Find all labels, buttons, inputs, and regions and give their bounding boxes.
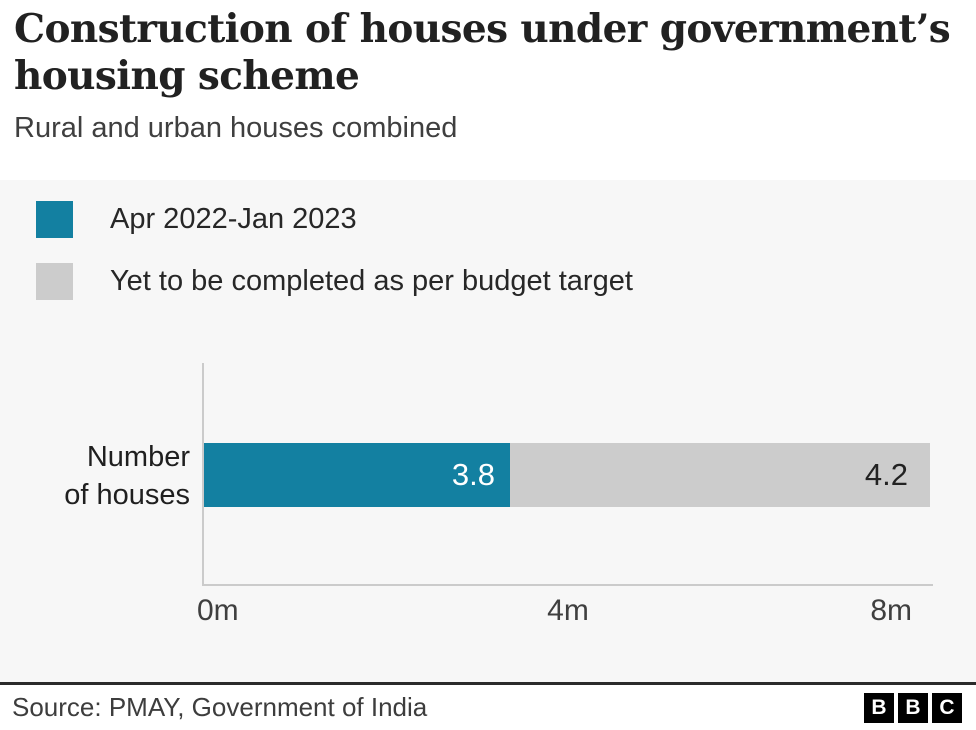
y-axis-label: Number of houses <box>0 438 190 514</box>
source-text: Source: PMAY, Government of India <box>12 692 428 722</box>
bar-value-remaining: 4.2 <box>864 457 908 492</box>
x-axis-baseline <box>202 584 933 586</box>
legend-swatch-completed <box>36 201 73 238</box>
stacked-bar: 3.8 4.2 <box>204 443 930 507</box>
y-axis-label-line2: of houses <box>64 479 190 511</box>
bbc-logo-letter-c: C <box>932 692 962 723</box>
legend-label-completed: Apr 2022-Jan 2023 <box>110 203 357 235</box>
x-tick-0m: 0m <box>197 594 239 627</box>
x-tick-4m: 4m <box>547 594 589 627</box>
y-axis-label-line1: Number <box>86 441 190 473</box>
legend-label-remaining: Yet to be completed as per budget target <box>110 265 633 297</box>
legend-item-remaining: Yet to be completed as per budget target <box>36 263 976 300</box>
bar-segment-completed: 3.8 <box>204 443 510 507</box>
legend-item-completed: Apr 2022-Jan 2023 <box>36 201 976 238</box>
chart-footer: Source: PMAY, Government of India B B C <box>0 685 976 730</box>
x-tick-8m: 8m <box>870 594 912 627</box>
bbc-logo-letter-b2: B <box>898 692 928 723</box>
bar-segment-remaining: 4.2 <box>510 443 930 507</box>
legend-swatch-remaining <box>36 263 73 300</box>
chart-subtitle: Rural and urban houses combined <box>14 112 458 144</box>
chart-panel: Apr 2022-Jan 2023 Yet to be completed as… <box>0 180 976 682</box>
y-axis-line <box>202 363 204 585</box>
bbc-logo-letter-b1: B <box>864 692 894 723</box>
chart-title: Construction of houses under government’… <box>14 6 951 99</box>
bbc-logo: B B C <box>864 692 962 723</box>
footer-divider <box>0 682 976 685</box>
bar-value-completed: 3.8 <box>451 457 495 492</box>
legend: Apr 2022-Jan 2023 Yet to be completed as… <box>0 180 976 300</box>
chart-header: Construction of houses under government’… <box>0 0 976 180</box>
